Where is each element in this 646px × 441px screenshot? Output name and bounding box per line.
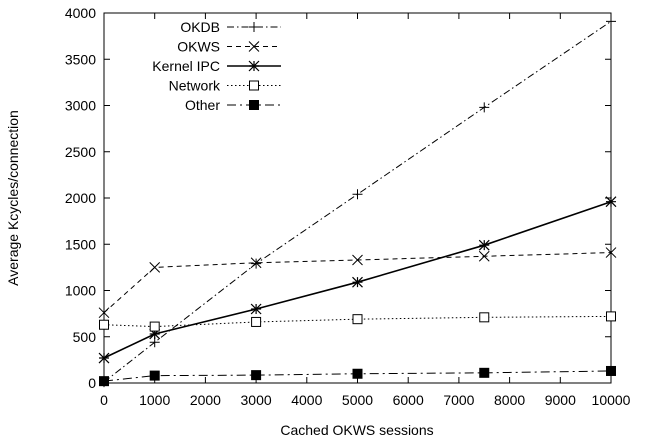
series-network <box>99 311 616 332</box>
data-point-kernel-ipc <box>250 303 262 315</box>
data-point-okdb <box>479 102 490 113</box>
legend-label: Network <box>169 78 221 94</box>
data-point-okdb <box>606 16 616 27</box>
data-point-okdb <box>352 189 363 200</box>
data-point-kernel-ipc <box>352 276 363 288</box>
x-tick-label: 7000 <box>443 392 474 408</box>
legend-swatch-marker <box>249 100 259 110</box>
y-axis-title: Average Kcycles/connection <box>5 110 21 286</box>
y-tick-label: 2000 <box>65 190 96 206</box>
data-point-other <box>479 367 490 378</box>
x-tick-label: 10000 <box>592 392 631 408</box>
legend-swatch-marker <box>248 60 260 72</box>
series-kernel-ipc <box>98 196 617 364</box>
y-tick-label: 4000 <box>65 5 96 21</box>
y-tick-label: 3500 <box>65 51 96 67</box>
y-tick-label: 2500 <box>65 144 96 160</box>
legend-item-okws: OKWS <box>177 39 281 55</box>
legend-item-okdb: OKDB <box>180 19 281 35</box>
data-point-okws <box>149 262 161 273</box>
series-okws <box>98 247 617 319</box>
x-tick-label: 0 <box>100 392 108 408</box>
series-line-kernel-ipc <box>103 200 612 359</box>
data-point-okws <box>98 307 110 319</box>
y-tick-label: 3000 <box>65 98 96 114</box>
series-line-okws <box>103 252 612 314</box>
data-point-network <box>251 316 262 327</box>
y-axis: 0 500 1000 1500 2000 2500 3000 3500 4000 <box>65 5 611 391</box>
data-point-okws <box>605 247 617 258</box>
x-tick-label: 8000 <box>494 392 525 408</box>
data-point-okws <box>250 257 262 269</box>
data-point-okdb <box>251 258 262 269</box>
legend-label: Kernel IPC <box>152 58 220 74</box>
y-tick-label: 0 <box>88 375 96 391</box>
x-tick-label: 9000 <box>545 392 576 408</box>
data-point-okws <box>352 254 363 266</box>
data-point-other <box>352 368 363 379</box>
data-point-other <box>149 370 160 381</box>
legend: OKDB OKWS Kernel IPC Network Other <box>152 19 281 113</box>
data-point-network <box>606 311 616 322</box>
x-tick-label: 5000 <box>342 392 373 408</box>
y-tick-label: 1000 <box>65 283 96 299</box>
x-tick-label: 6000 <box>393 392 424 408</box>
data-point-network <box>479 312 490 323</box>
series-other <box>99 365 616 387</box>
x-tick-label: 4000 <box>291 392 322 408</box>
legend-swatch-marker <box>249 22 259 32</box>
legend-swatch-marker <box>248 41 260 52</box>
y-tick-label: 500 <box>73 329 97 345</box>
data-point-other <box>251 370 262 381</box>
series-line-okdb <box>103 20 612 383</box>
data-point-kernel-ipc <box>98 352 110 364</box>
series-line-other <box>103 370 612 382</box>
x-tick-label: 3000 <box>241 392 272 408</box>
legend-swatch-marker <box>249 80 259 91</box>
x-tick-label: 2000 <box>190 392 221 408</box>
data-point-kernel-ipc <box>605 196 617 208</box>
data-point-okws <box>478 250 490 262</box>
data-point-network <box>99 319 109 330</box>
legend-label: OKDB <box>180 19 220 35</box>
x-tick-label: 1000 <box>139 392 170 408</box>
x-axis: 0 1000 2000 3000 4000 5000 6000 7000 8000 9000 100… <box>100 13 631 408</box>
series-layer <box>98 16 617 388</box>
data-point-network <box>352 314 363 325</box>
legend-item-other: Other <box>185 97 281 113</box>
legend-item-network: Network <box>169 78 281 94</box>
data-point-network <box>149 321 160 332</box>
data-point-kernel-ipc <box>478 239 490 251</box>
data-point-kernel-ipc <box>149 328 161 340</box>
legend-label: OKWS <box>177 39 220 55</box>
data-point-other <box>606 365 616 376</box>
data-point-other <box>99 376 109 387</box>
legend-item-kernel-ipc: Kernel IPC <box>152 58 281 74</box>
y-tick-label: 1500 <box>65 236 96 252</box>
legend-label: Other <box>185 97 220 113</box>
x-axis-title: Cached OKWS sessions <box>280 422 433 438</box>
